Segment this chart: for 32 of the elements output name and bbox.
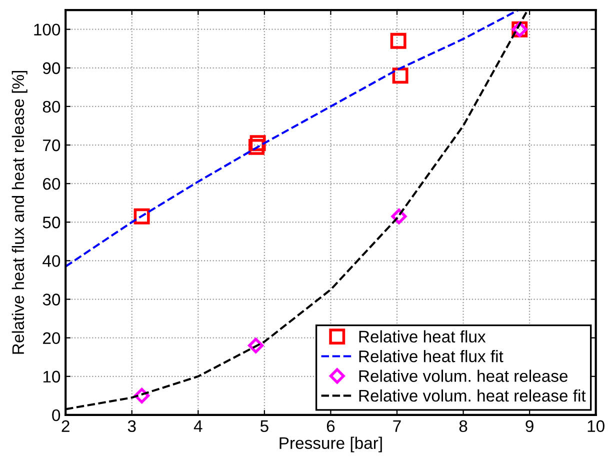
x-tick-label: 3 bbox=[128, 420, 136, 432]
x-tick-label: 10 bbox=[588, 420, 604, 432]
legend-label: Relative heat flux fit bbox=[359, 350, 504, 362]
line-series bbox=[66, 10, 520, 268]
y-tick-label: 0 bbox=[52, 409, 60, 422]
point bbox=[248, 338, 264, 354]
x-tick-label: 4 bbox=[194, 420, 202, 432]
x-axis-title: Pressure [bar] bbox=[280, 436, 382, 452]
y-tick-label: 70 bbox=[43, 139, 60, 152]
x-tick-label: 6 bbox=[326, 420, 335, 432]
x-tick-label: 2 bbox=[62, 420, 70, 432]
y-tick-label: 90 bbox=[42, 62, 60, 74]
x-tick-label: 5 bbox=[260, 420, 268, 432]
y-tick-label: 10 bbox=[43, 370, 60, 383]
x-tick-label: 9 bbox=[526, 420, 534, 432]
point bbox=[390, 32, 406, 49]
y-tick-label: 30 bbox=[42, 294, 60, 306]
y-tick-label: 60 bbox=[43, 178, 60, 190]
point bbox=[250, 135, 266, 152]
legend-label: Relative volum. heat release fit bbox=[359, 389, 586, 402]
y-tick-label: 20 bbox=[43, 332, 60, 344]
y-tick-label: 50 bbox=[42, 216, 60, 228]
y-tick-label: 40 bbox=[42, 255, 60, 267]
y-tick-label: 100 bbox=[34, 24, 60, 36]
legend-label: Relative volum. heat release bbox=[359, 370, 568, 382]
point bbox=[134, 208, 150, 224]
y-tick-label: 80 bbox=[42, 100, 60, 113]
y-axis-title: Relative heat flux and heat release [%] bbox=[12, 71, 28, 354]
point bbox=[248, 138, 264, 155]
x-tick-label: 7 bbox=[393, 420, 401, 432]
legend-label: Relative heat flux bbox=[359, 330, 486, 343]
x-tick-label: 8 bbox=[459, 420, 468, 432]
